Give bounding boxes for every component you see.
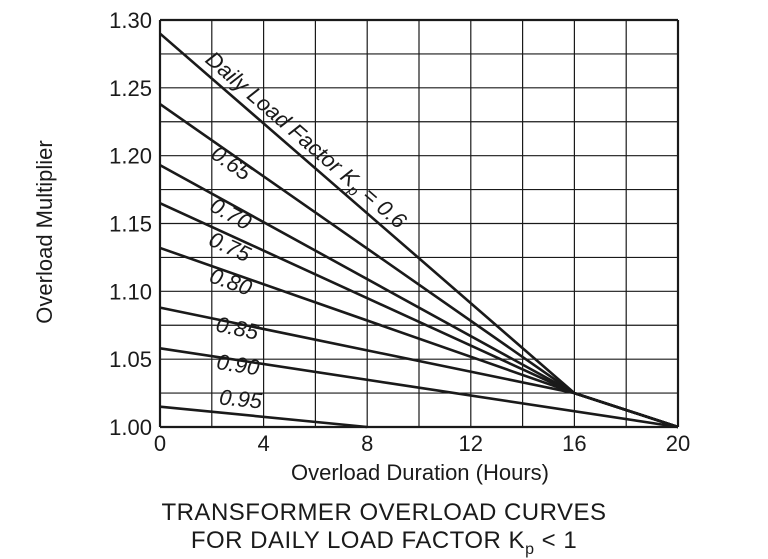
y-tick-label: 1.15 <box>109 212 152 237</box>
series-label: 0.85 <box>214 312 262 345</box>
y-tick-label: 1.10 <box>109 279 152 304</box>
grid <box>158 18 680 429</box>
series-label: 0.95 <box>218 384 264 413</box>
x-tick-label: 0 <box>154 431 166 456</box>
y-tick-label: 1.20 <box>109 144 152 169</box>
x-tick-label: 12 <box>459 431 483 456</box>
y-tick-label: 1.25 <box>109 76 152 101</box>
overload-chart: Daily Load Factor Kp = 0.60.650.700.750.… <box>32 8 690 485</box>
y-axis-ticks: 1.00 1.05 1.10 1.15 1.20 1.25 1.30 <box>109 8 152 440</box>
chart-title-line-2-text: FOR DAILY LOAD FACTOR K <box>190 527 526 554</box>
series-label: 0.65 <box>207 140 257 185</box>
chart-title-line-2-tail: < 1 <box>534 527 578 554</box>
series-label: 0.80 <box>206 263 255 301</box>
chart-title-line-2: FOR DAILY LOAD FACTOR Kp < 1 <box>0 527 768 559</box>
series-label: 0.75 <box>205 226 255 267</box>
y-axis-label: Overload Multiplier <box>32 140 57 323</box>
x-tick-label: 8 <box>361 431 373 456</box>
x-tick-label: 16 <box>562 431 586 456</box>
series-line <box>159 405 368 429</box>
chart-title-line-1: TRANSFORMER OVERLOAD CURVES <box>161 499 607 526</box>
y-tick-label: 1.05 <box>109 347 152 372</box>
x-tick-label: 4 <box>257 431 269 456</box>
chart-title-subscript: p <box>525 540 535 558</box>
y-tick-label: 1.30 <box>109 8 152 33</box>
series-line <box>159 306 679 429</box>
x-axis-ticks: 0 4 8 12 16 20 <box>154 431 690 456</box>
x-tick-label: 20 <box>666 431 690 456</box>
series-label: 0.90 <box>215 349 262 380</box>
x-axis-label: Overload Duration (Hours) <box>291 460 549 485</box>
series-lines <box>159 32 679 429</box>
series-labels: Daily Load Factor Kp = 0.60.650.700.750.… <box>198 46 412 413</box>
y-tick-label: 1.00 <box>109 415 152 440</box>
series-line <box>159 347 679 429</box>
